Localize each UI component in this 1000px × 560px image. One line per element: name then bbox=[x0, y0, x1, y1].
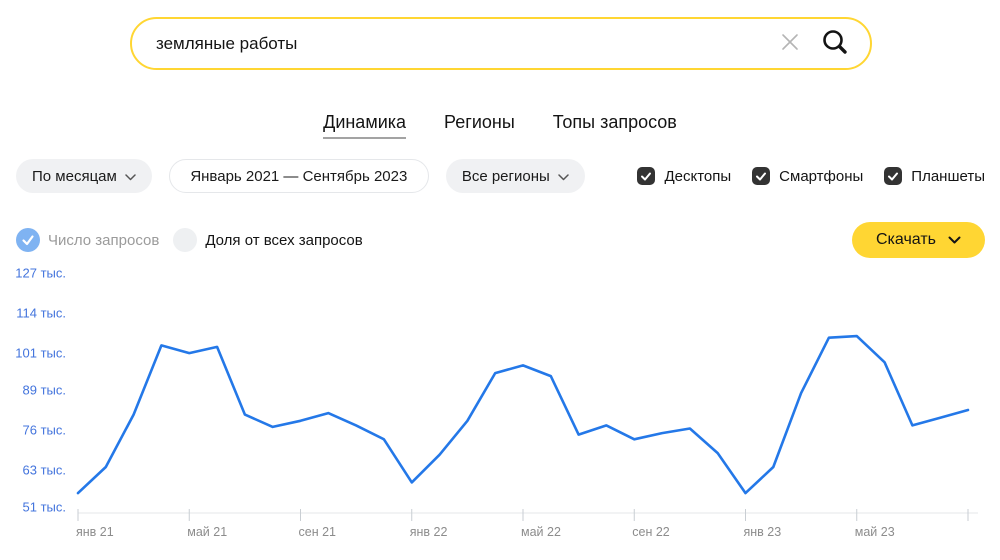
device-filters: Десктопы Смартфоны Планшеты bbox=[637, 167, 985, 185]
clear-icon[interactable] bbox=[776, 30, 804, 58]
checkbox-checked-icon bbox=[752, 167, 771, 185]
chevron-down-icon bbox=[558, 173, 569, 180]
filters-row: По месяцам Январь 2021 — Сентябрь 2023 В… bbox=[16, 159, 985, 193]
checkbox-label: Десктопы bbox=[664, 167, 732, 185]
checkbox-tablets[interactable]: Планшеты bbox=[884, 167, 985, 185]
metric-share[interactable]: Доля от всех запросов bbox=[173, 228, 363, 252]
radio-unselected-icon bbox=[173, 228, 198, 252]
line-chart-canvas: 127 тыс. 114 тыс. 101 тыс. 89 тыс. 76 тыс. 63… bbox=[15, 266, 978, 539]
x-axis-label: май 22 bbox=[521, 525, 561, 539]
x-axis-label: сен 22 bbox=[632, 525, 670, 539]
download-button-label: Скачать bbox=[876, 231, 936, 248]
region-dropdown[interactable]: Все регионы bbox=[445, 159, 585, 193]
y-axis-label: 114 тыс. bbox=[16, 306, 66, 321]
date-range-label: Январь 2021 — Сентябрь 2023 bbox=[190, 167, 408, 185]
tab-top-queries[interactable]: Топы запросов bbox=[552, 112, 677, 132]
period-dropdown[interactable]: По месяцам bbox=[16, 159, 152, 193]
region-dropdown-label: Все регионы bbox=[461, 167, 550, 185]
period-dropdown-label: По месяцам bbox=[32, 167, 117, 185]
tab-regions[interactable]: Регионы bbox=[444, 112, 515, 132]
download-button[interactable]: Скачать bbox=[852, 222, 985, 258]
checkbox-label: Смартфоны bbox=[779, 167, 864, 185]
checkbox-label: Планшеты bbox=[911, 167, 985, 185]
series-line-query-count bbox=[76, 334, 970, 495]
date-range-picker[interactable]: Январь 2021 — Сентябрь 2023 bbox=[168, 159, 429, 193]
metric-label: Доля от всех запросов bbox=[205, 231, 363, 249]
checkbox-checked-icon bbox=[884, 167, 903, 185]
close-icon bbox=[782, 33, 798, 50]
x-axis-label: сен 21 bbox=[299, 525, 337, 539]
x-axis-label: май 21 bbox=[187, 525, 227, 539]
search-bar bbox=[130, 17, 872, 70]
chevron-down-icon bbox=[948, 236, 961, 244]
search-input[interactable] bbox=[156, 33, 776, 54]
tab-dynamics[interactable]: Динамика bbox=[323, 112, 407, 139]
y-axis-label: 76 тыс. bbox=[23, 423, 66, 438]
checkbox-checked-icon bbox=[637, 167, 656, 185]
x-axis-label: янв 22 bbox=[410, 525, 448, 539]
checkbox-desktops[interactable]: Десктопы bbox=[637, 167, 731, 185]
metric-label: Число запросов bbox=[48, 231, 160, 249]
dynamics-chart: 127 тыс. 114 тыс. 101 тыс. 89 тыс. 76 тыс. 63… bbox=[0, 260, 1000, 560]
checkbox-smartphones[interactable]: Смартфоны bbox=[752, 167, 863, 185]
y-axis-label: 51 тыс. bbox=[23, 500, 66, 515]
metric-query-count[interactable]: Число запросов bbox=[16, 228, 159, 252]
tab-bar: Динамика Регионы Топы запросов bbox=[0, 112, 1000, 139]
x-axis-label: янв 23 bbox=[744, 525, 782, 539]
y-axis-label: 63 тыс. bbox=[23, 463, 66, 478]
y-axis-label: 127 тыс. bbox=[15, 266, 66, 281]
y-axis-label: 101 тыс. bbox=[15, 346, 66, 361]
x-axis-label: янв 21 bbox=[76, 525, 114, 539]
chevron-down-icon bbox=[125, 173, 136, 180]
search-icon bbox=[823, 30, 847, 54]
radio-selected-icon bbox=[16, 228, 40, 252]
metric-row: Число запросов Доля от всех запросов Ска… bbox=[16, 222, 985, 258]
x-axis-label: май 23 bbox=[855, 525, 895, 539]
y-axis-label: 89 тыс. bbox=[23, 383, 66, 398]
search-button[interactable] bbox=[818, 27, 852, 61]
